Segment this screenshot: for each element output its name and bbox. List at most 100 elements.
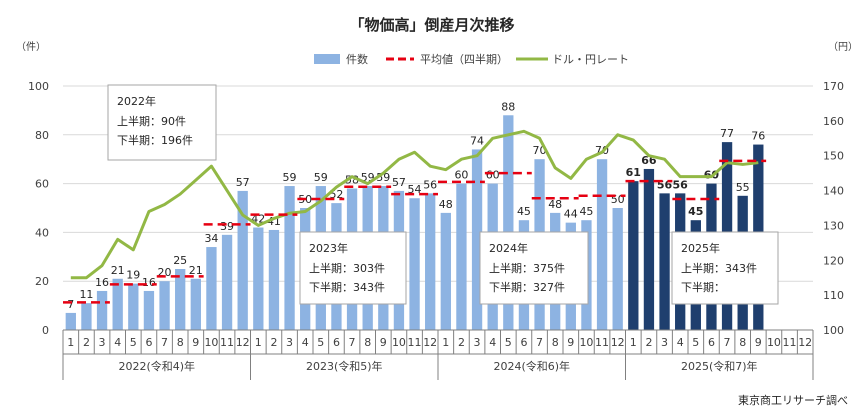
annotation-title: 2024年 [489, 241, 528, 255]
fx-line-series [70, 129, 759, 280]
bar-value-label: 55 [736, 181, 750, 194]
y-axis-left: 0 20 40 60 80 100 [28, 80, 49, 337]
month-tick-label: 7 [536, 336, 543, 349]
bar [159, 281, 170, 330]
bar [81, 303, 92, 330]
bar-value-label: 34 [204, 232, 218, 245]
bar-value-label: 7 [67, 298, 74, 311]
bar-value-label: 19 [126, 269, 140, 282]
month-tick-label: 7 [161, 336, 168, 349]
bar [471, 149, 483, 330]
bar-value-label: 45 [688, 205, 703, 218]
y2-tick-label: 150 [823, 150, 844, 163]
bar-value-label: 45 [579, 205, 593, 218]
y-axis-right: 100 110 120 130 140 150 160 170 [823, 80, 844, 337]
bar-value-label: 76 [751, 130, 765, 143]
annotation-frame [671, 231, 779, 305]
y-tick-label: 40 [35, 226, 49, 239]
month-tick-label: 5 [692, 336, 699, 349]
month-tick-label: 8 [739, 336, 746, 349]
bar-value-label: 11 [79, 288, 93, 301]
annotation-frame [107, 84, 217, 161]
y2-tick-label: 120 [823, 254, 844, 267]
month-tick-label: 7 [724, 336, 731, 349]
month-tick-label: 8 [177, 336, 184, 349]
chart-title: 「物価高」倒産月次推移 [349, 16, 514, 34]
bar-value-label: 21 [189, 264, 203, 277]
annotation-line: 下半期：327件 [489, 280, 565, 294]
bar-value-label: 56 [423, 178, 437, 191]
bar-value-label: 74 [470, 134, 484, 147]
y2-tick-label: 160 [823, 115, 844, 128]
y2-tick-label: 130 [823, 219, 844, 232]
month-tick-label: 12 [611, 336, 625, 349]
bar [96, 290, 108, 330]
bar-value-label: 45 [517, 205, 531, 218]
annotation-line: 上半期：375件 [489, 261, 565, 275]
bar [268, 229, 280, 330]
month-tick-label: 10 [204, 336, 218, 349]
bar-value-label: 59 [314, 171, 328, 184]
x-axis: 1 2 3 4 5 6 7 8 9 10 11 12 1 2 3 4 5 6 7 8 9 10 11 12 1 2 3 4 5 6 7 8 9 1… [62, 329, 814, 380]
month-tick-label: 3 [661, 336, 668, 349]
year-label: 2022(令和4)年 [118, 359, 195, 373]
bar [253, 227, 264, 330]
bar [612, 208, 623, 330]
bar-value-label: 21 [111, 264, 125, 277]
bar [175, 269, 186, 330]
month-tick-label: 8 [552, 336, 559, 349]
month-tick-label: 12 [798, 336, 812, 349]
month-tick-label: 11 [783, 336, 797, 349]
month-tick-label: 7 [349, 336, 356, 349]
legend-avg-label: 平均値（四半期） [420, 52, 508, 66]
y-tick-label: 80 [35, 129, 49, 142]
month-tick-label: 1 [67, 336, 74, 349]
legend: 件数 平均値（四半期） ドル・円レート [314, 52, 629, 66]
month-tick-label: 10 [579, 336, 593, 349]
y-tick-label: 100 [28, 80, 49, 93]
month-tick-label: 6 [708, 336, 715, 349]
annotation-line: 下半期：343件 [309, 280, 385, 294]
year-label: 2024(令和6)年 [493, 359, 570, 373]
month-tick-label: 11 [220, 336, 234, 349]
bar-value-labels: 7111621191620252134395742415950595258595… [67, 100, 765, 311]
month-tick-label: 5 [317, 336, 324, 349]
month-tick-label: 9 [380, 336, 387, 349]
month-tick-label: 8 [364, 336, 371, 349]
legend-bar-label: 件数 [346, 53, 368, 66]
y-tick-label: 60 [35, 178, 49, 191]
bar-value-label: 77 [720, 127, 734, 140]
bar [503, 115, 514, 330]
month-tick-label: 10 [767, 336, 781, 349]
month-tick-label: 2 [645, 336, 652, 349]
bar [425, 193, 436, 330]
legend-fx-label: ドル・円レート [552, 53, 629, 66]
y-tick-label: 20 [35, 275, 49, 288]
bar-value-label: 16 [95, 276, 109, 289]
bar [221, 234, 233, 330]
month-tick-label: 2 [458, 336, 465, 349]
bar [596, 159, 608, 330]
bar [206, 247, 217, 330]
annotation-line: 下半期： [681, 280, 725, 294]
bar [659, 193, 670, 330]
y-tick-label: 0 [42, 324, 49, 337]
bar-value-label: 39 [220, 220, 234, 233]
bar-value-label: 60 [454, 169, 468, 182]
bar-value-label: 44 [564, 208, 578, 221]
bar [190, 278, 201, 330]
y-right-unit: （円） [828, 41, 858, 53]
month-tick-label: 1 [442, 336, 449, 349]
month-tick-label: 3 [286, 336, 293, 349]
y-left-unit: （件） [16, 41, 46, 53]
month-tick-label: 3 [99, 336, 106, 349]
legend-bar-swatch [314, 54, 340, 64]
year-label: 2025(令和7)年 [681, 359, 758, 373]
month-tick-label: 2 [270, 336, 277, 349]
month-tick-label: 4 [114, 336, 121, 349]
bar [284, 186, 295, 330]
bar-value-label: 48 [548, 198, 562, 211]
month-tick-label: 1 [255, 336, 262, 349]
